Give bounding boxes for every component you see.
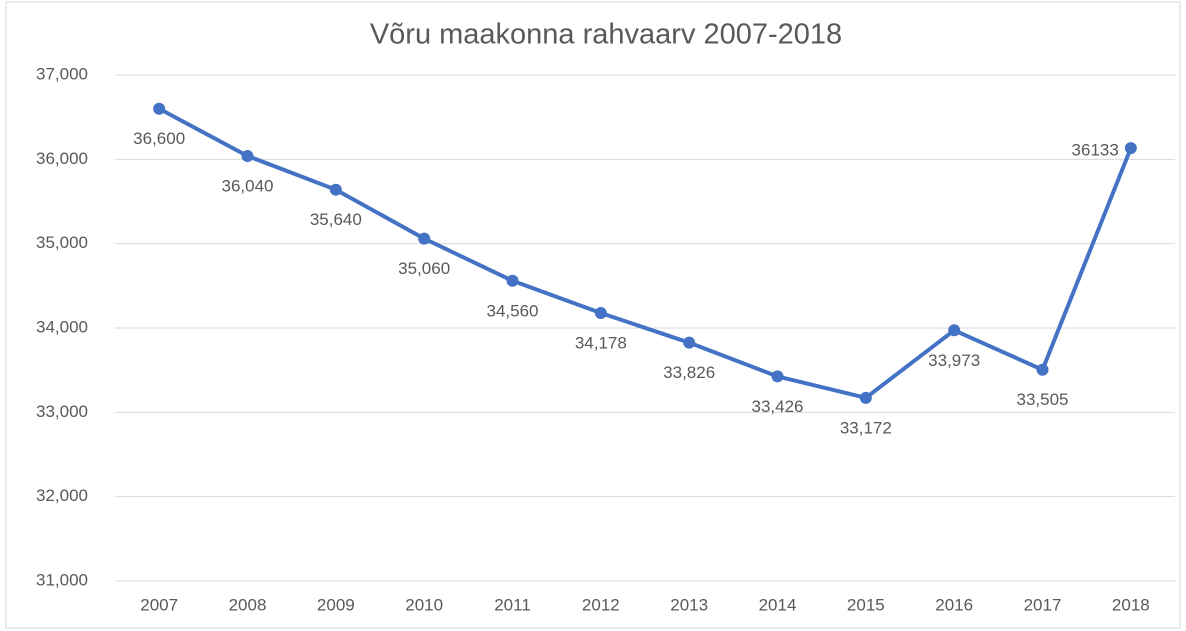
marker — [241, 149, 254, 162]
marker — [948, 324, 961, 337]
data-label: 34,560 — [487, 301, 539, 320]
chart-title: Võru maakonna rahvaarv 2007-2018 — [370, 19, 842, 51]
x-tick-label: 2010 — [405, 595, 443, 614]
chart-border — [5, 1, 1181, 629]
marker — [683, 336, 696, 349]
marker — [771, 370, 784, 383]
y-tick-label: 31,000 — [36, 570, 88, 589]
data-label: 36133 — [1072, 141, 1119, 160]
y-tick-label: 33,000 — [36, 402, 88, 421]
data-label: 33,826 — [663, 363, 715, 382]
x-tick-label: 2013 — [670, 595, 708, 614]
data-label: 35,060 — [398, 259, 450, 278]
y-tick-label: 36,000 — [36, 149, 88, 168]
data-label: 33,172 — [840, 418, 892, 437]
marker — [1036, 363, 1049, 376]
x-tick-label: 2009 — [317, 595, 355, 614]
marker — [329, 183, 342, 196]
marker — [1124, 142, 1137, 155]
y-tick-label: 35,000 — [36, 233, 88, 252]
data-label: 36,600 — [133, 129, 185, 148]
data-label: 36,040 — [222, 176, 274, 195]
y-tick-label: 37,000 — [36, 64, 88, 83]
x-tick-label: 2007 — [140, 595, 178, 614]
data-label: 35,640 — [310, 210, 362, 229]
x-tick-label: 2008 — [229, 595, 267, 614]
x-tick-label: 2018 — [1112, 595, 1150, 614]
marker — [859, 391, 872, 404]
x-tick-label: 2011 — [494, 595, 531, 614]
data-label: 33,973 — [928, 351, 980, 370]
x-tick-label: 2017 — [1024, 595, 1062, 614]
x-tick-label: 2014 — [759, 595, 797, 614]
marker — [506, 274, 519, 287]
data-label: 34,178 — [575, 333, 627, 352]
x-tick-label: 2012 — [582, 595, 620, 614]
line — [158, 106, 1133, 400]
y-tick-label: 32,000 — [36, 486, 88, 505]
marker — [594, 306, 607, 319]
data-label: 33,426 — [752, 397, 804, 416]
marker — [153, 102, 166, 115]
marker — [418, 232, 431, 245]
x-tick-label: 2016 — [935, 595, 973, 614]
x-tick-label: 2015 — [847, 595, 885, 614]
y-tick-label: 34,000 — [36, 317, 88, 336]
data-label: 33,505 — [1017, 390, 1069, 409]
